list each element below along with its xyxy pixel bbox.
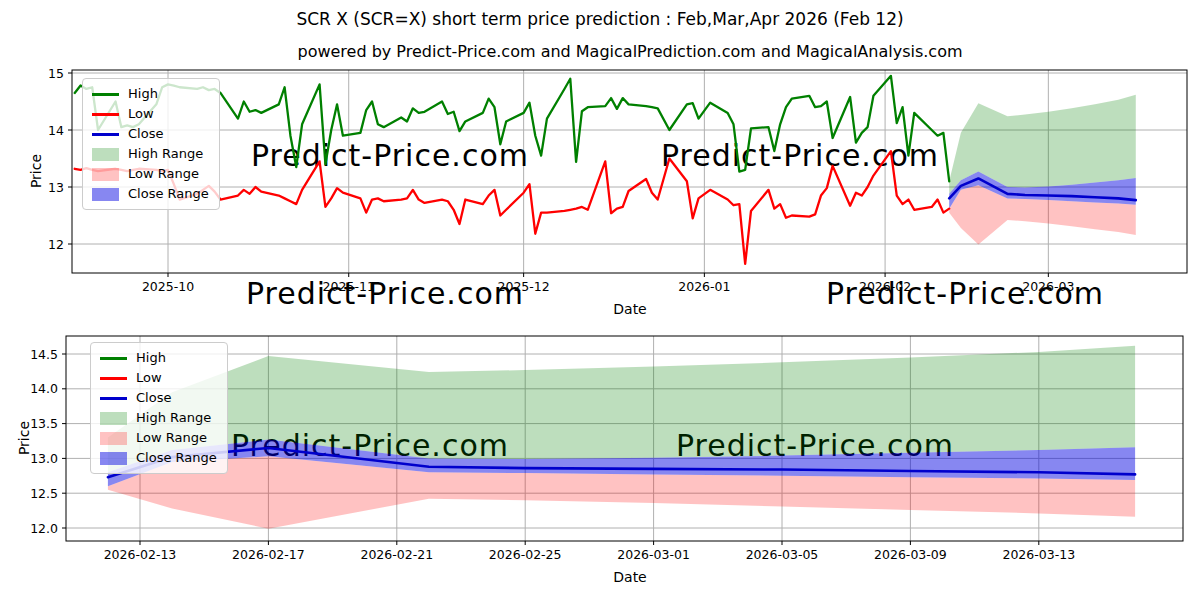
- y-tick-label: 14: [48, 123, 64, 138]
- low-range-swatch: [92, 168, 119, 181]
- legend-label: Close Range: [128, 186, 209, 202]
- legend-item-close: Close: [100, 390, 217, 406]
- y-tick-label: 12.0: [30, 521, 58, 536]
- close-range-swatch: [92, 188, 119, 201]
- top-chart-xlabel: Date: [613, 301, 646, 317]
- legend-label: Low Range: [128, 166, 199, 182]
- legend-label: Close: [128, 126, 163, 142]
- low-range-swatch: [100, 432, 127, 445]
- legend-item-high: High: [92, 86, 209, 102]
- high-line-swatch: [100, 357, 127, 360]
- legend-item-low: Low: [100, 370, 217, 386]
- x-tick-label: 2026-03-01: [617, 547, 690, 562]
- x-tick-label: 2026-02-25: [489, 547, 562, 562]
- legend-item-close-range: Close Range: [100, 450, 217, 466]
- legend-label: Low: [136, 370, 162, 386]
- y-tick-label: 14.0: [30, 381, 58, 396]
- figure: SCR X (SCR=X) short term price predictio…: [0, 0, 1200, 600]
- low-line-swatch: [100, 377, 127, 380]
- y-tick-label: 15: [48, 66, 64, 81]
- page-title: SCR X (SCR=X) short term price predictio…: [296, 9, 903, 29]
- legend-item-low: Low: [92, 106, 209, 122]
- x-tick-label: 2025-11: [323, 279, 375, 294]
- bottom-chart-data: [108, 346, 1135, 529]
- legend-item-high: High: [100, 350, 217, 366]
- legend-label: Close: [136, 390, 171, 406]
- high-range-swatch: [100, 412, 127, 425]
- y-tick-label: 12.5: [30, 486, 58, 501]
- x-tick-label: 2026-03: [1022, 279, 1074, 294]
- legend-label: Close Range: [136, 450, 217, 466]
- legend-label: Low Range: [136, 430, 207, 446]
- x-tick-label: 2026-01: [678, 279, 730, 294]
- close-range-swatch: [100, 452, 127, 465]
- watermark-text: Predict-Price.com: [661, 138, 939, 173]
- x-tick-label: 2026-03-09: [874, 547, 947, 562]
- watermark-text: Predict-Price.com: [246, 276, 524, 311]
- legend-label: High Range: [136, 410, 211, 426]
- y-tick-label: 13.0: [30, 451, 58, 466]
- x-tick-label: 2025-12: [498, 279, 550, 294]
- top-chart-ylabel: Price: [28, 154, 44, 188]
- close-line-swatch: [100, 397, 127, 400]
- bottom-chart-ylabel: Price: [16, 421, 32, 455]
- y-tick-label: 12: [48, 237, 64, 252]
- y-tick-label: 13: [48, 180, 64, 195]
- legend-item-close-range: Close Range: [92, 186, 209, 202]
- close-line-swatch: [92, 133, 119, 136]
- low-line-swatch: [92, 113, 119, 116]
- page-subtitle: powered by Predict-Price.com and Magical…: [297, 42, 962, 61]
- legend-item-low-range: Low Range: [92, 166, 209, 182]
- x-tick-label: 2026-02-13: [104, 547, 177, 562]
- legend-label: High: [136, 350, 166, 366]
- bottom-chart-xlabel: Date: [613, 569, 646, 585]
- x-tick-label: 2026-02-21: [360, 547, 433, 562]
- legend-label: High: [128, 86, 158, 102]
- x-tick-label: 2026-02-17: [232, 547, 305, 562]
- bottom-chart-legend: High Low Close High Range Low Range Clos…: [90, 342, 228, 474]
- high-range-swatch: [92, 148, 119, 161]
- x-tick-label: 2026-02: [859, 279, 911, 294]
- legend-item-close: Close: [92, 126, 209, 142]
- top-chart-legend: High Low Close High Range Low Range Clos…: [82, 78, 220, 210]
- legend-item-high-range: High Range: [100, 410, 217, 426]
- legend-label: Low: [128, 106, 154, 122]
- y-tick-label: 13.5: [30, 416, 58, 431]
- y-tick-label: 14.5: [30, 347, 58, 362]
- high-line-swatch: [92, 93, 119, 96]
- legend-item-low-range: Low Range: [100, 430, 217, 446]
- x-tick-label: 2026-03-05: [746, 547, 819, 562]
- x-tick-label: 2025-10: [142, 279, 194, 294]
- x-tick-label: 2026-03-13: [1002, 547, 1075, 562]
- legend-label: High Range: [128, 146, 203, 162]
- legend-item-high-range: High Range: [92, 146, 209, 162]
